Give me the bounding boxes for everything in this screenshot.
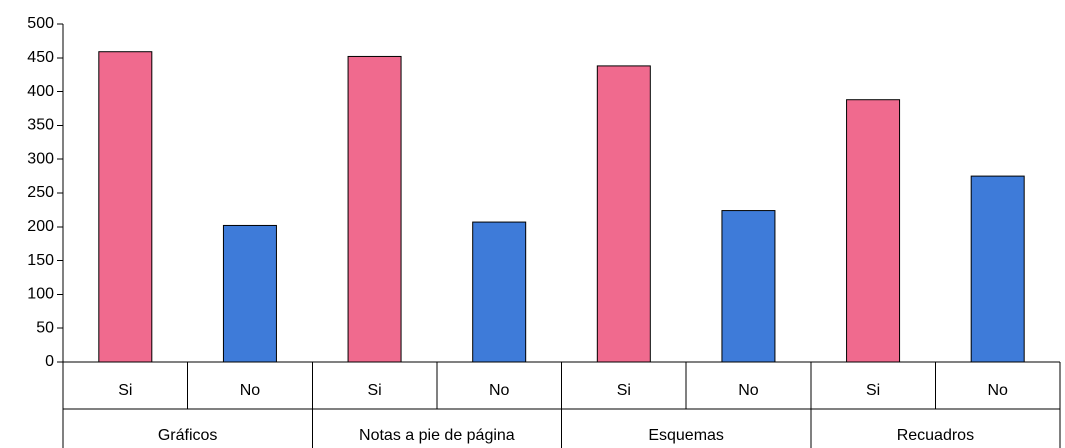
bar-si-3 [596,65,651,363]
y-tick-label: 50 [36,319,54,336]
bar-no-1 [222,224,277,363]
bar-si-1 [98,51,153,363]
group-label: Esquemas [648,427,724,444]
y-tick-label: 200 [27,218,54,235]
bar-category-label: No [987,382,1008,399]
group-label: Gráficos [158,427,218,444]
bar-si-4 [846,99,901,363]
bar-category-label: No [240,382,261,399]
bar-category-label: No [738,382,759,399]
y-tick-label: 100 [27,286,54,303]
y-tick-label: 500 [27,15,54,32]
bar-no-4 [970,175,1025,363]
y-tick-label: 300 [27,150,54,167]
bar-no-3 [721,210,776,363]
bar-category-label: Si [866,382,880,399]
y-tick-label: 350 [27,117,54,134]
bar-category-label: Si [617,382,631,399]
group-label: Recuadros [897,427,974,444]
y-tick-label: 250 [27,184,54,201]
y-tick-label: 0 [45,353,54,370]
x-axis: Si No Gráficos Si No Notas a pie de página Si N… [62,361,1061,448]
group-label: Notas a pie de página [359,427,515,444]
bar-no-2 [472,221,527,363]
y-axis: 0 50 100 150 200 250 300 350 400 450 500 [27,15,64,370]
bars [98,51,1025,363]
y-tick-label: 450 [27,49,54,66]
bar-si-2 [347,55,402,363]
bar-category-label: Si [118,382,132,399]
bar-category-label: Si [367,382,381,399]
bar-category-label: No [489,382,510,399]
y-tick-label: 400 [27,83,54,100]
y-tick-label: 150 [27,252,54,269]
